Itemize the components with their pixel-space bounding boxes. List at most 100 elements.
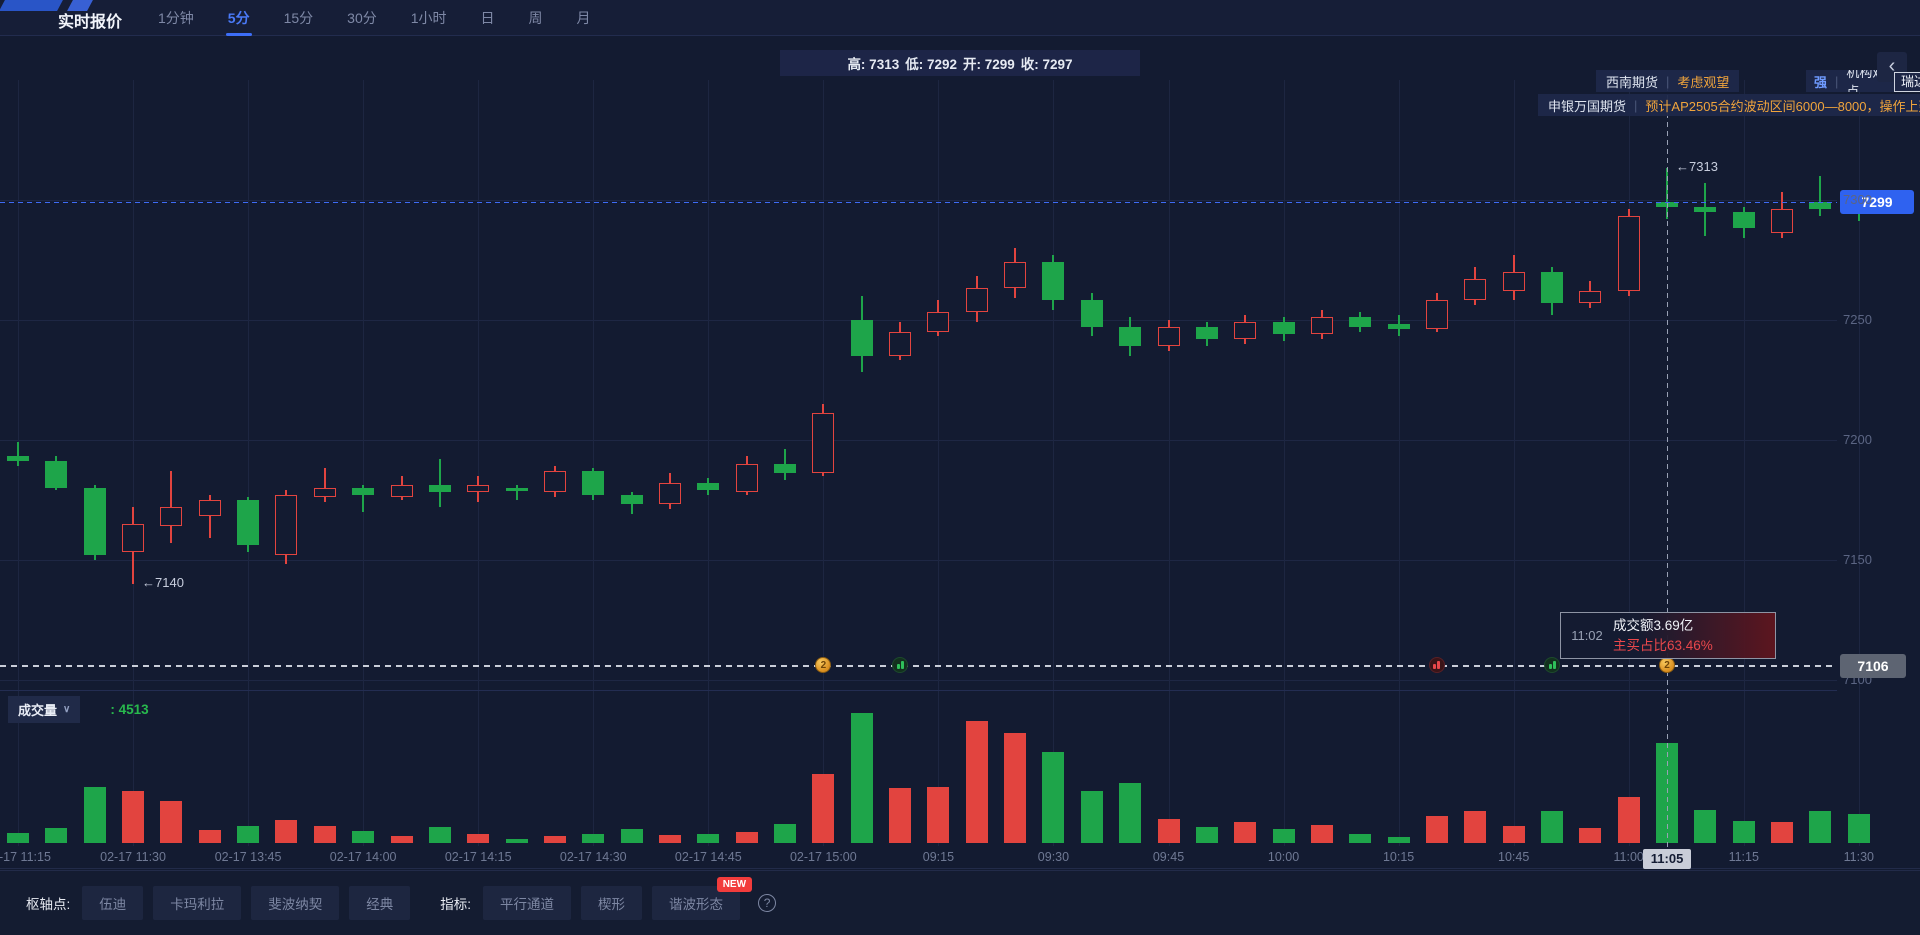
- toolbar-button-伍迪[interactable]: 伍迪: [82, 886, 144, 920]
- volume-bar: [1234, 822, 1257, 843]
- x-axis-tick: 11:15: [1728, 850, 1759, 864]
- indicator-group-label: 指标:: [440, 897, 472, 912]
- candle: [1809, 202, 1832, 210]
- news-text: 预计AP2505合约波动区间6000—8000，操作上建议: [1645, 98, 1920, 114]
- grid-line: [593, 80, 595, 846]
- volume-bar: [1732, 821, 1755, 843]
- candle: [390, 485, 413, 498]
- toolbar-button-楔形[interactable]: 楔形: [581, 886, 643, 920]
- chevron-down-icon: ∨: [63, 704, 71, 715]
- brand-stripe-icon: [0, 0, 63, 11]
- candle: [275, 494, 298, 555]
- x-axis-tick: 11:00: [1613, 850, 1644, 864]
- candle: [1387, 324, 1410, 330]
- strength-tag: 强: [1814, 74, 1828, 90]
- green-bars-icon[interactable]: [1544, 657, 1560, 674]
- x-axis-tick: 11:30: [1843, 850, 1874, 864]
- x-axis-tick: 02-17 14:00: [329, 850, 397, 864]
- candle: [1579, 290, 1602, 303]
- interval-tab-周[interactable]: 周: [528, 10, 543, 26]
- candle: [1617, 216, 1640, 291]
- grid-line: [708, 80, 710, 846]
- candle: [1464, 278, 1487, 301]
- candle: [1004, 262, 1027, 289]
- candle: [1080, 300, 1103, 327]
- interval-tab-30分[interactable]: 30分: [347, 10, 377, 26]
- divider: |: [1835, 73, 1839, 89]
- interval-tab-1分钟[interactable]: 1分钟: [158, 10, 194, 26]
- help-icon[interactable]: ?: [758, 894, 777, 912]
- gold-coin-icon[interactable]: 2: [1659, 657, 1676, 674]
- volume-bar: [850, 713, 873, 843]
- candle: [658, 482, 681, 505]
- volume-bar: [582, 833, 605, 843]
- red-bars-icon[interactable]: [1428, 657, 1445, 674]
- candle: [735, 463, 758, 493]
- volume-indicator-select[interactable]: 成交量 ∨: [8, 696, 81, 723]
- volume-bar: [889, 788, 912, 843]
- interval-tab-月[interactable]: 月: [576, 10, 591, 26]
- candle: [1425, 300, 1448, 330]
- volume-bar: [428, 826, 451, 843]
- crosshair-time-badge: 11:05: [1643, 849, 1692, 869]
- new-badge: NEW: [716, 877, 753, 892]
- price-chart[interactable]: 7299 7106 11:05 ←7313 ←7140 2 2 高: 7313 低:…: [0, 36, 1920, 870]
- x-axis-tick: 02-17 13:45: [214, 850, 282, 864]
- candle-wick: [323, 468, 326, 502]
- ohlc-item: 低: 7292: [905, 57, 957, 72]
- candle-wick: [438, 458, 441, 507]
- top-bar: 实时报价 1分钟 5分 15分 30分 1小时 日 周 月: [0, 0, 1920, 36]
- toolbar-button-谐波形态[interactable]: 谐波形态 NEW: [652, 877, 753, 920]
- interval-tab-15分[interactable]: 15分: [283, 10, 314, 26]
- grid-line: [0, 439, 1837, 441]
- candle: [812, 413, 835, 474]
- x-axis-tick: 10:15: [1382, 850, 1415, 864]
- grid-line: [1168, 80, 1170, 846]
- volume-bar: [275, 819, 298, 843]
- interval-tab-日[interactable]: 日: [480, 10, 495, 26]
- ohlc-item: 收: 7297: [1020, 57, 1073, 72]
- volume-bar: [658, 835, 681, 843]
- toolbar-button-斐波纳契[interactable]: 斐波纳契: [251, 886, 340, 920]
- grid-line: [363, 80, 365, 846]
- toolbar-button-平行通道[interactable]: 平行通道: [483, 886, 572, 920]
- volume-bar: [1157, 818, 1180, 843]
- volume-bar: [620, 828, 643, 843]
- volume-bar: [1694, 810, 1717, 843]
- candle: [927, 312, 950, 332]
- news-badge[interactable]: 西南期货 | 考虑观望: [1596, 70, 1740, 92]
- volume-bar: [505, 839, 528, 843]
- tooltip-turnover: 成交额3.69亿: [1613, 617, 1694, 633]
- toolbar-button-经典[interactable]: 经典: [349, 886, 411, 920]
- candle: [697, 482, 720, 490]
- volume-value: : 4513: [110, 702, 149, 717]
- candle: [313, 487, 336, 498]
- candle: [237, 499, 260, 546]
- toolbar-button-卡玛利拉[interactable]: 卡玛利拉: [153, 886, 242, 920]
- news-badge[interactable]: 申银万国期货 | 预计AP2505合约波动区间6000—8000，操作上建议: [1538, 94, 1920, 116]
- x-axis-tick: 02-17 14:30: [559, 850, 627, 864]
- ohlc-item: 开: 7299: [963, 57, 1015, 72]
- volume-bar: [1272, 829, 1295, 843]
- interval-tab-1小时[interactable]: 1小时: [410, 10, 447, 26]
- candle: [45, 461, 68, 488]
- grid-line: [1283, 80, 1285, 846]
- grid-line: [0, 679, 1837, 681]
- grid-line: [1513, 80, 1515, 846]
- pane-divider: [0, 690, 1837, 691]
- green-bars-icon[interactable]: [892, 657, 909, 674]
- gold-coin-icon[interactable]: 2: [815, 657, 832, 674]
- x-axis-tick: 02-17 14:15: [444, 850, 512, 864]
- volume-bar: [735, 832, 758, 843]
- interval-tab-5分[interactable]: 5分: [228, 0, 250, 37]
- x-axis-line: [0, 868, 1920, 869]
- volume-bar: [237, 826, 260, 843]
- news-source: 西南期货: [1606, 74, 1659, 90]
- volume-bar: [198, 829, 221, 843]
- volume-bar: [1080, 790, 1103, 843]
- news-overlay-tag[interactable]: 瑞达: [1894, 72, 1920, 92]
- grid-line: [938, 80, 940, 846]
- volume-bar: [1502, 825, 1525, 843]
- candle-wick: [208, 494, 211, 538]
- candle: [1042, 262, 1065, 301]
